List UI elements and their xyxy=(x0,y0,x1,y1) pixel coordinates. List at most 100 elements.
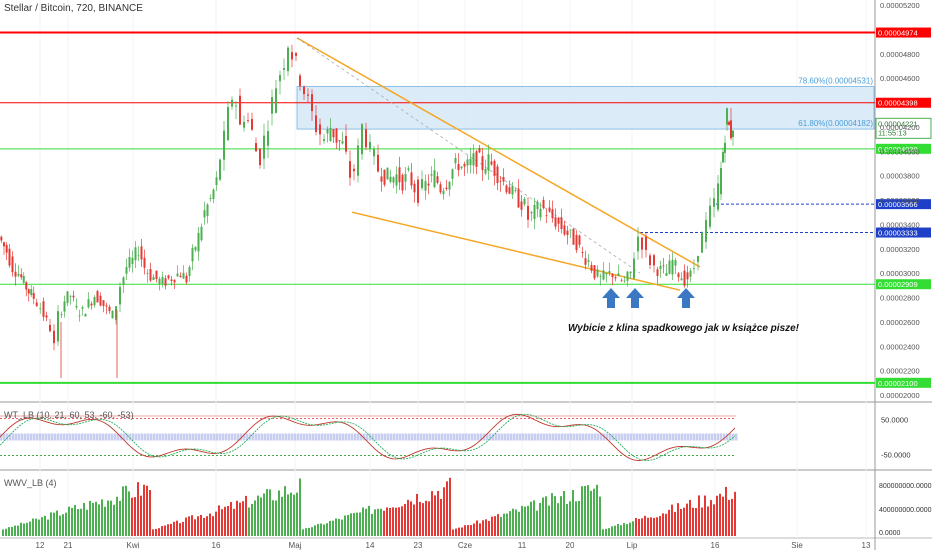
wt-histogram-bar xyxy=(195,433,198,441)
wt-histogram-bar xyxy=(276,433,279,441)
volume-bar xyxy=(512,508,514,536)
time-tick-label: 11 xyxy=(518,541,527,550)
wt-histogram-bar xyxy=(18,433,21,441)
volume-tick: 0.0000 xyxy=(879,530,901,537)
wt-histogram-bar xyxy=(48,433,51,441)
candle-body xyxy=(140,246,143,260)
volume-bar xyxy=(521,505,523,536)
volume-bar xyxy=(83,502,85,536)
wt-histogram-bar xyxy=(543,433,546,441)
level-price-tag xyxy=(876,143,931,154)
wt-histogram-bar xyxy=(264,433,267,441)
candle-body xyxy=(686,272,689,280)
candle-body xyxy=(164,278,167,286)
candle-body xyxy=(353,168,355,172)
wt-histogram-bar xyxy=(477,433,480,441)
wt-histogram-bar xyxy=(201,433,204,441)
candle-body xyxy=(176,273,179,277)
time-tick-label: 13 xyxy=(862,541,871,550)
volume-bar xyxy=(515,509,517,536)
wt-histogram-bar xyxy=(450,433,453,441)
candle-body xyxy=(424,181,427,191)
volume-bar xyxy=(575,501,577,536)
candle-body xyxy=(496,166,499,184)
price-tick-label: 0.00002200 xyxy=(880,367,920,376)
volume-bar xyxy=(122,486,124,536)
volume-bar xyxy=(224,506,226,536)
wt-histogram-bar xyxy=(267,433,270,441)
volume-bar xyxy=(713,504,715,536)
volume-bar xyxy=(404,503,406,536)
volume-bar xyxy=(35,518,37,536)
wt-histogram-bar xyxy=(537,433,540,441)
candle-body xyxy=(319,124,321,135)
falling-wedge[interactable] xyxy=(296,37,701,291)
volume-bar xyxy=(200,515,202,536)
candle-body xyxy=(401,174,404,191)
candle-body xyxy=(413,183,416,193)
time-tick-label: 12 xyxy=(36,541,45,550)
level-price-label: 0.00003333 xyxy=(878,229,918,238)
candle-body xyxy=(608,271,611,273)
volume-bar xyxy=(65,512,67,536)
candle-body xyxy=(689,270,692,277)
volume-bar xyxy=(251,503,253,536)
wt-histogram-bar xyxy=(261,433,264,441)
wt-histogram-bar xyxy=(81,433,84,441)
candle-body xyxy=(386,167,389,180)
wt-histogram-bar xyxy=(387,433,390,441)
candle-body xyxy=(3,242,5,247)
volume-bar xyxy=(191,515,193,536)
candle-body xyxy=(128,256,131,268)
candle-body xyxy=(173,279,176,283)
candle-body xyxy=(209,198,212,199)
volume-bar xyxy=(395,507,397,536)
price-tick-label: 0.00004000 xyxy=(880,147,920,156)
candle-body xyxy=(527,205,529,220)
volume-bar xyxy=(599,496,601,536)
volume-bar xyxy=(344,515,346,536)
volume-bar xyxy=(317,523,319,536)
volume-bar xyxy=(614,525,616,536)
candle-body xyxy=(170,279,173,281)
wt-histogram-bar xyxy=(102,433,105,441)
wt-histogram-bar xyxy=(438,433,441,441)
level-price-label: 0.00004974 xyxy=(878,29,918,38)
level-price-tag xyxy=(876,227,931,238)
volume-pane: 800000000.0000 400000000.0000 0.0000 xyxy=(2,477,932,537)
price-tick-label: 0.00004600 xyxy=(880,74,920,83)
wt-histogram-bar xyxy=(546,433,549,441)
candle-body xyxy=(722,151,724,163)
candle-body xyxy=(377,154,379,172)
wt2-line xyxy=(0,413,736,461)
time-tick-label: 16 xyxy=(711,541,720,550)
wt-histogram-bar xyxy=(363,433,366,441)
volume-bar xyxy=(692,507,694,536)
volume-bar xyxy=(38,519,40,536)
volume-bar xyxy=(116,496,118,536)
wt-histogram-bar xyxy=(381,433,384,441)
volume-bar xyxy=(482,520,484,536)
candle-body xyxy=(430,174,433,176)
volume-bar xyxy=(458,527,460,536)
wt-histogram-bar xyxy=(51,433,54,441)
candle-body xyxy=(713,198,715,207)
candle-body xyxy=(542,199,545,208)
volume-bar xyxy=(653,517,655,536)
wt-histogram-bar xyxy=(6,433,9,441)
volume-bar xyxy=(467,525,469,536)
candle-body xyxy=(311,94,313,112)
level-price-label: 0.00004398 xyxy=(878,99,918,108)
volume-bar xyxy=(611,526,613,536)
wt-histogram-bar xyxy=(429,433,432,441)
candle-body xyxy=(442,190,445,195)
candle-body xyxy=(545,215,548,217)
wt-histogram-bar xyxy=(585,433,588,441)
wt-histogram-bar xyxy=(114,433,117,441)
wt-histogram-bar xyxy=(726,433,729,441)
price-tick-label: 0.00003400 xyxy=(880,220,920,229)
volume-bar xyxy=(104,506,106,536)
candle-body xyxy=(323,139,325,141)
horizontal-levels[interactable]: 0.00004974 0.00004398 0.00004020 0.00002909… xyxy=(0,27,932,388)
